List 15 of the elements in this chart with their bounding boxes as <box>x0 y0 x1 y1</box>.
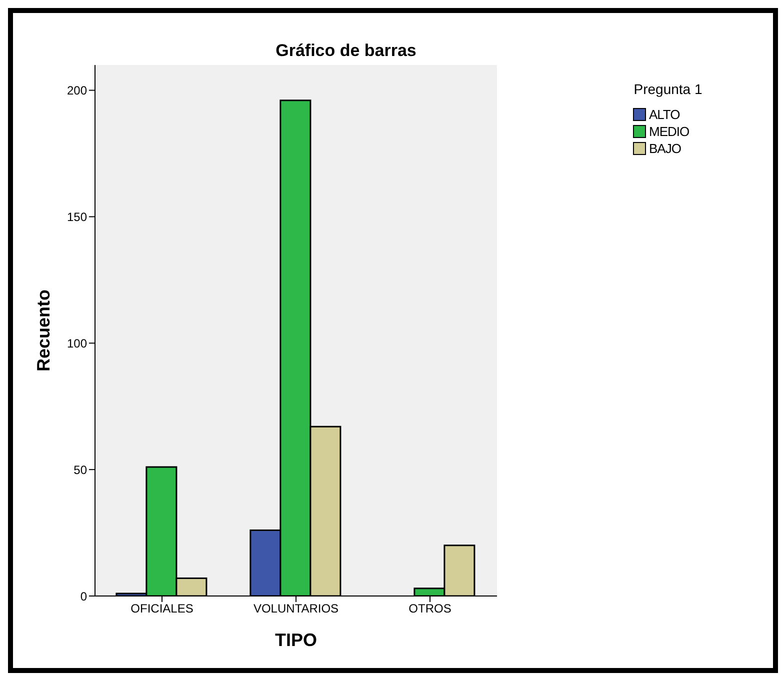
y-tick-label: 200 <box>66 84 88 98</box>
legend-label: ALTO <box>649 107 680 122</box>
legend-label: BAJO <box>649 141 681 156</box>
legend-title: Pregunta 1 <box>633 81 703 98</box>
y-tick-label: 100 <box>66 336 88 350</box>
chart-title: Gráfico de barras <box>274 41 418 61</box>
x-tick-label: VOLUNTARIOS <box>253 602 339 616</box>
x-tick-label: OTROS <box>408 602 452 616</box>
x-axis-title: TIPO <box>274 630 318 650</box>
x-tick-label: OFICIALES <box>130 602 194 616</box>
y-axis-title: Recuento <box>33 289 54 372</box>
legend-label: MEDIO <box>649 124 690 139</box>
y-tick-label: 150 <box>66 210 88 224</box>
y-tick-label: 50 <box>74 462 88 477</box>
y-tick-label: 0 <box>80 589 88 604</box>
